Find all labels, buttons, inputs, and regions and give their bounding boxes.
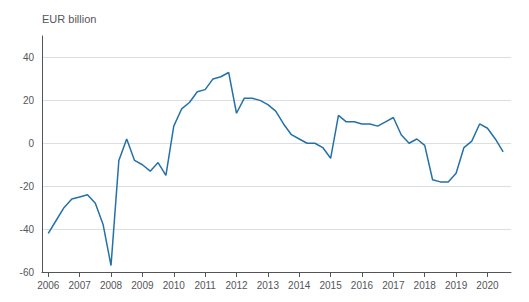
svg-text:20: 20 xyxy=(23,95,35,106)
svg-text:0: 0 xyxy=(28,138,34,149)
svg-text:-40: -40 xyxy=(20,224,35,235)
svg-text:2008: 2008 xyxy=(100,280,123,291)
svg-text:2013: 2013 xyxy=(257,280,280,291)
svg-text:2014: 2014 xyxy=(288,280,311,291)
svg-text:2007: 2007 xyxy=(69,280,92,291)
svg-text:-20: -20 xyxy=(20,181,35,192)
svg-text:EUR billion: EUR billion xyxy=(42,13,96,25)
svg-text:2018: 2018 xyxy=(414,280,437,291)
svg-text:2012: 2012 xyxy=(225,280,248,291)
svg-text:2016: 2016 xyxy=(351,280,374,291)
svg-text:2020: 2020 xyxy=(476,280,499,291)
svg-text:2015: 2015 xyxy=(319,280,342,291)
svg-text:2017: 2017 xyxy=(382,280,405,291)
svg-text:2006: 2006 xyxy=(37,280,60,291)
svg-text:-60: -60 xyxy=(20,267,35,278)
svg-text:40: 40 xyxy=(23,52,35,63)
svg-text:2010: 2010 xyxy=(163,280,186,291)
svg-text:2011: 2011 xyxy=(194,280,216,291)
svg-text:2009: 2009 xyxy=(131,280,154,291)
svg-text:2019: 2019 xyxy=(445,280,468,291)
